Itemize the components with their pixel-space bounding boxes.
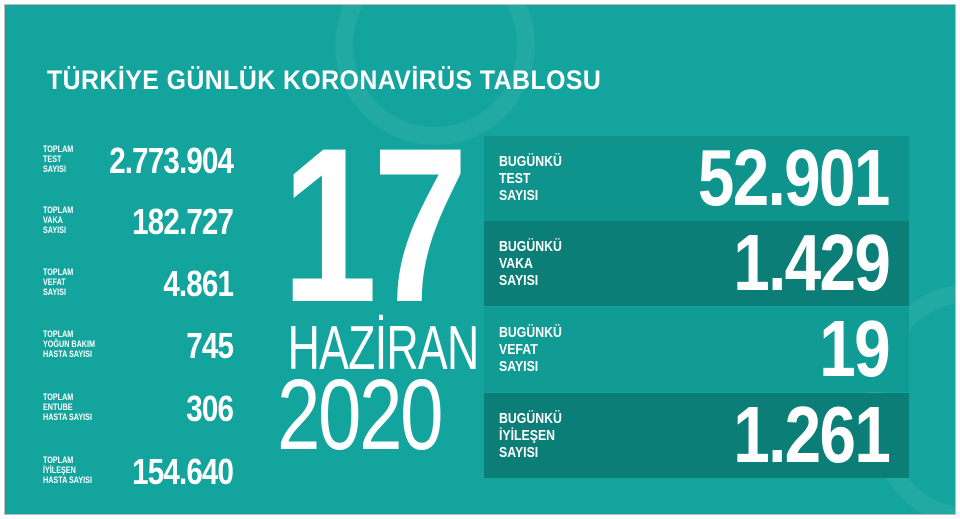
daily-stat-label: BUGÜNKÜ İYİLEŞEN SAYISI — [499, 410, 562, 461]
total-stat: TOPLAM VAKA SAYISI 182.727 — [43, 201, 234, 251]
date-year: 2020 — [277, 359, 444, 471]
total-stat-label: TOPLAM VAKA SAYISI — [43, 205, 74, 235]
total-stat: TOPLAM VEFAT SAYISI 4.861 — [43, 263, 234, 313]
date-month: HAZİRAN — [287, 314, 480, 383]
daily-stat-value: 1.261 — [733, 390, 891, 479]
total-stat-label: TOPLAM İYİLEŞEN HASTA SAYISI — [43, 455, 92, 485]
total-stat-value: 306 — [186, 388, 234, 429]
total-stat-label: TOPLAM VEFAT SAYISI — [43, 267, 74, 297]
total-stat-value: 4.861 — [163, 263, 234, 304]
total-stat-value: 182.727 — [132, 201, 234, 242]
total-stat-label: TOPLAM ENTUBE HASTA SAYISI — [43, 392, 92, 422]
daily-stat: BUGÜNKÜ VAKA SAYISI 1.429 — [484, 221, 909, 306]
daily-stat-value: 1.429 — [733, 218, 891, 307]
total-stat-value: 154.640 — [132, 451, 234, 492]
infographic: TÜRKİYE GÜNLÜK KORONAVİRÜS TABLOSU TOPLA… — [4, 4, 956, 515]
page-title: TÜRKİYE GÜNLÜK KORONAVİRÜS TABLOSU — [47, 65, 602, 95]
total-stat-value: 2.773.904 — [109, 140, 234, 181]
total-stat: TOPLAM ENTUBE HASTA SAYISI 306 — [43, 388, 234, 438]
total-stat: TOPLAM TEST SAYISI 2.773.904 — [43, 140, 234, 190]
total-stat: TOPLAM YOĞUN BAKIM HASTA SAYISI 745 — [43, 325, 234, 375]
date-day: 17 — [281, 102, 468, 348]
daily-stat-label: BUGÜNKÜ VEFAT SAYISI — [499, 324, 562, 375]
daily-stat-value: 19 — [819, 304, 890, 393]
total-stat-label: TOPLAM YOĞUN BAKIM HASTA SAYISI — [43, 329, 95, 359]
daily-stat: BUGÜNKÜ VEFAT SAYISI 19 — [484, 307, 909, 392]
daily-stat: BUGÜNKÜ TEST SAYISI 52.901 — [484, 136, 909, 221]
daily-stat-label: BUGÜNKÜ TEST SAYISI — [499, 153, 562, 204]
total-stat: TOPLAM İYİLEŞEN HASTA SAYISI 154.640 — [43, 451, 234, 501]
daily-stat-value: 52.901 — [698, 133, 890, 222]
daily-stat: BUGÜNKÜ İYİLEŞEN SAYISI 1.261 — [484, 393, 909, 478]
daily-stat-label: BUGÜNKÜ VAKA SAYISI — [499, 238, 562, 289]
total-stat-value: 745 — [186, 325, 234, 366]
total-stat-label: TOPLAM TEST SAYISI — [43, 144, 74, 174]
